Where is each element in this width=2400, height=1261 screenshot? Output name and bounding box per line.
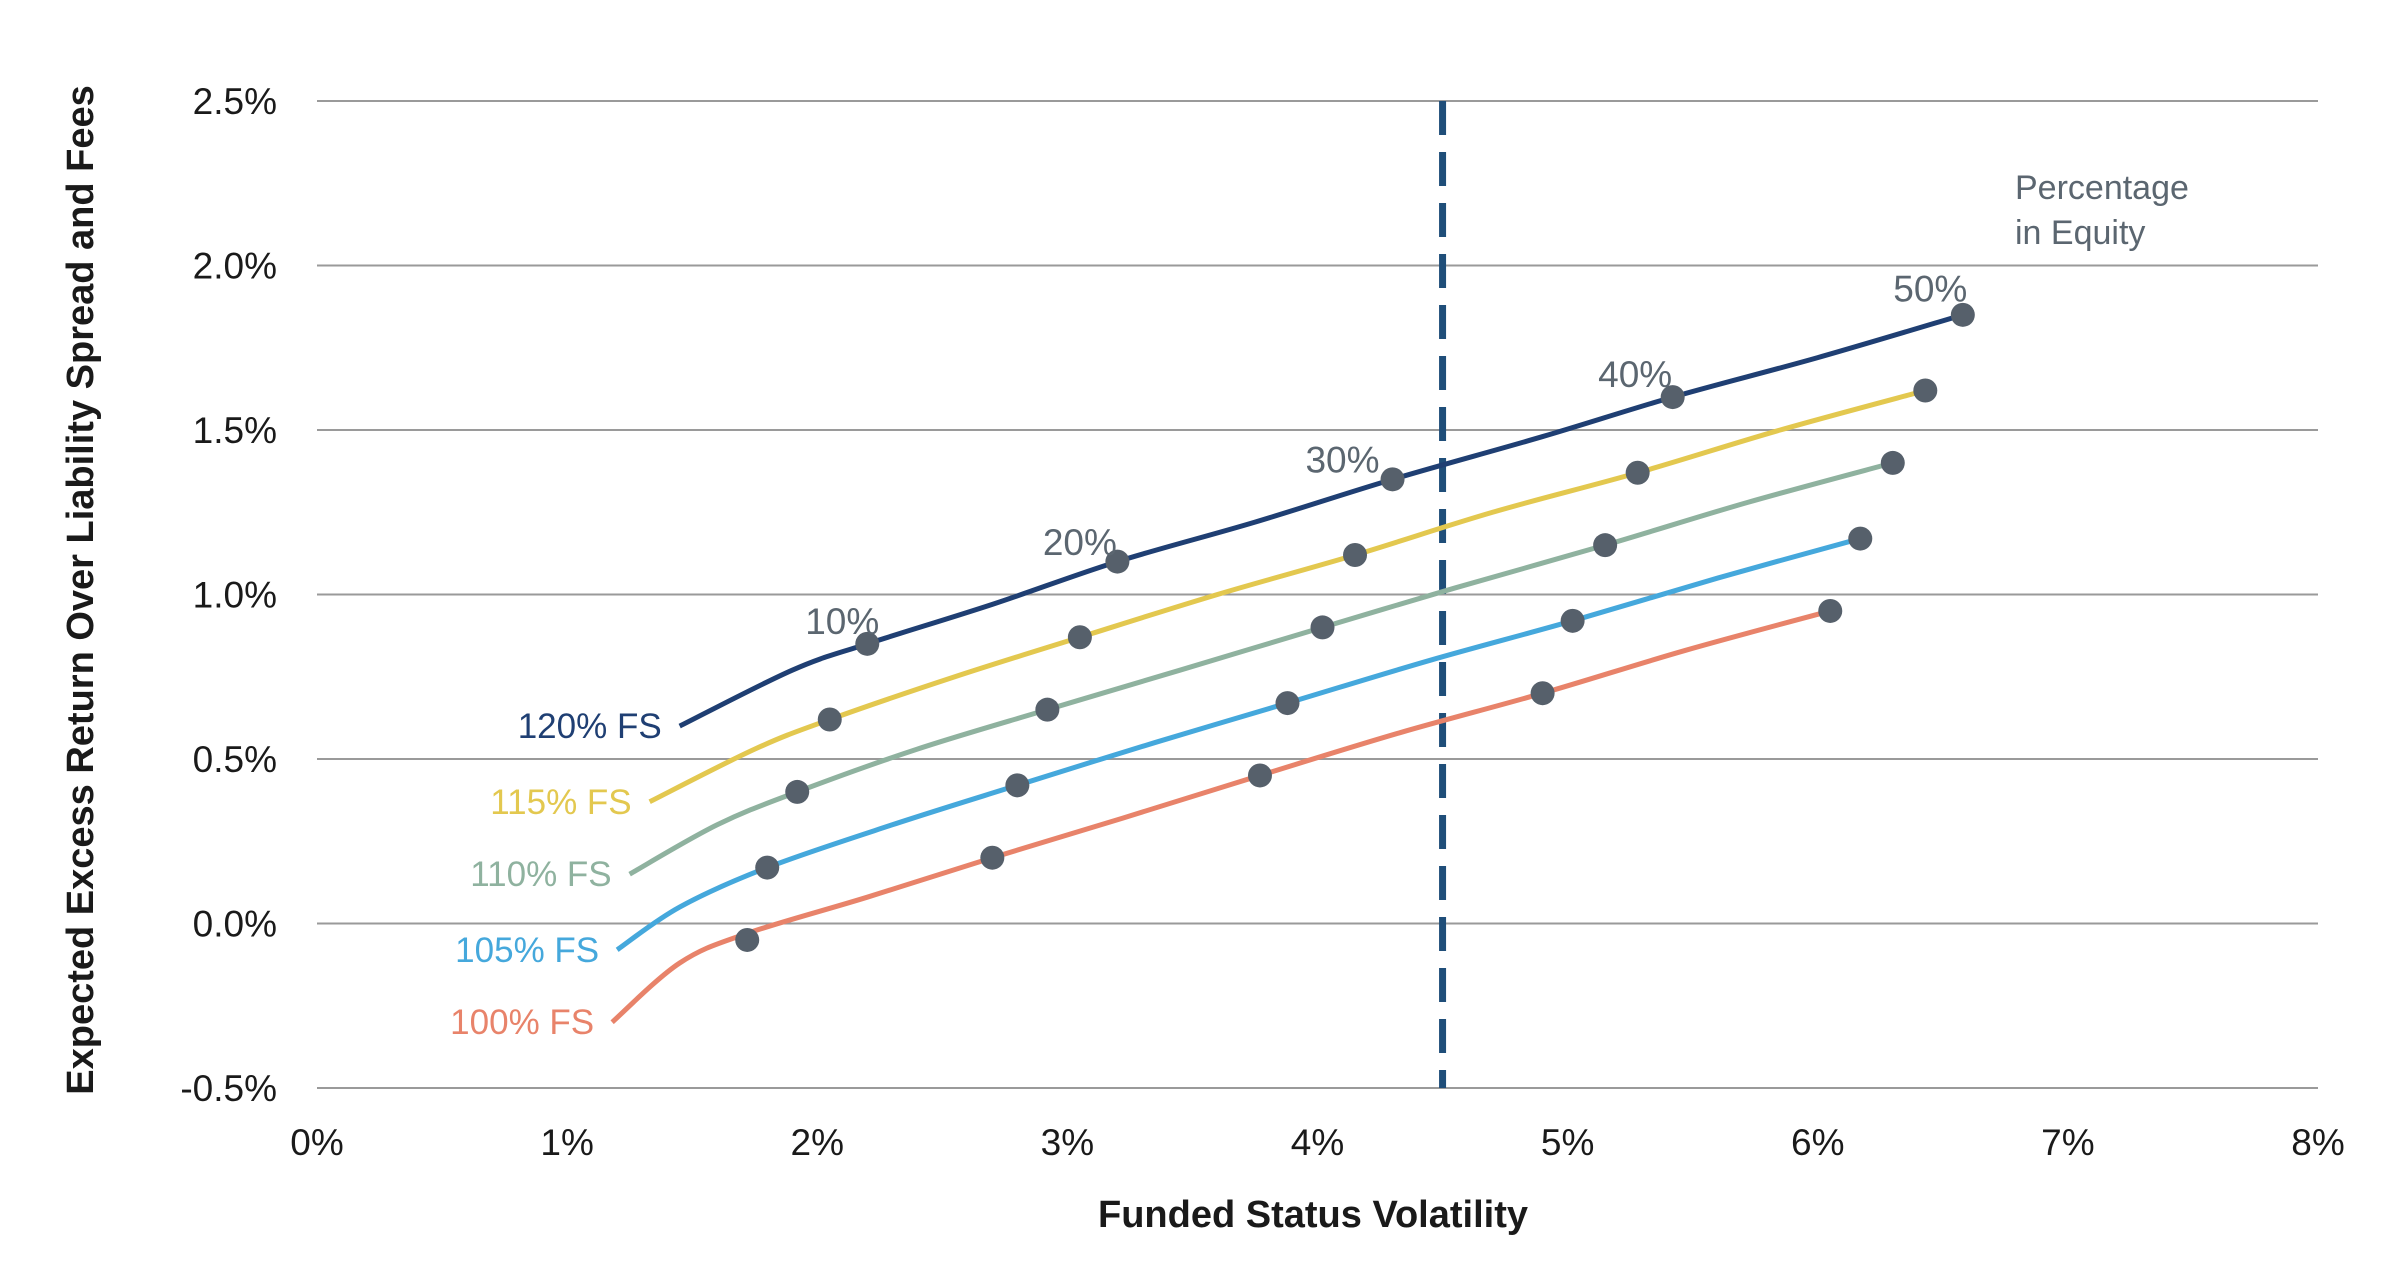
data-point-105-fs xyxy=(755,855,780,880)
x-tick-label: 1% xyxy=(540,1122,593,1163)
data-point-110-fs xyxy=(1035,697,1060,722)
equity-pct-label: 30% xyxy=(1305,440,1379,481)
y-tick-label: 0.0% xyxy=(193,904,277,945)
data-point-120-fs xyxy=(855,631,880,656)
y-tick-label: 1.0% xyxy=(193,575,277,616)
data-points-group xyxy=(735,302,1975,952)
data-point-120-fs xyxy=(1380,467,1405,492)
data-point-115-fs xyxy=(1913,378,1938,403)
equity-note: Percentage in Equity xyxy=(2015,169,2198,252)
y-tick-label: 2.5% xyxy=(193,81,277,122)
data-point-100-fs xyxy=(735,927,760,952)
data-point-110-fs xyxy=(1593,533,1618,558)
data-point-115-fs xyxy=(1625,460,1650,485)
y-axis-title: Expected Excess Return Over Liability Sp… xyxy=(60,85,102,1095)
equity-pct-label: 20% xyxy=(1043,522,1117,563)
series-line-100-fs xyxy=(610,608,1831,1025)
equity-note-line-1: Percentage xyxy=(2015,169,2189,207)
y-tick-label: -0.5% xyxy=(180,1068,277,1109)
equity-pct-label: 10% xyxy=(805,601,879,642)
series-line-105-fs xyxy=(615,536,1861,952)
data-point-100-fs xyxy=(980,845,1005,870)
x-tick-label: 0% xyxy=(290,1122,343,1163)
data-point-105-fs xyxy=(1560,608,1585,633)
equity-pct-label: 40% xyxy=(1598,354,1672,395)
data-point-100-fs xyxy=(1530,681,1555,706)
data-point-115-fs xyxy=(1067,625,1092,650)
series-label-120-fs: 120% FS xyxy=(518,707,662,746)
series-label-115-fs: 115% FS xyxy=(490,783,631,822)
x-axis-title: Funded Status Volatility xyxy=(1098,1194,1528,1236)
x-tick-label: 3% xyxy=(1041,1122,1094,1163)
y-tick-label: 0.5% xyxy=(193,739,277,780)
x-tick-label: 5% xyxy=(1541,1122,1594,1163)
x-tick-label: 7% xyxy=(2041,1122,2094,1163)
equity-pct-label: 50% xyxy=(1893,269,1967,310)
data-point-120-fs xyxy=(1105,549,1130,574)
data-point-110-fs xyxy=(1880,450,1905,475)
data-point-120-fs xyxy=(1660,385,1685,410)
series-group xyxy=(610,312,1964,1025)
x-tick-label: 2% xyxy=(791,1122,844,1163)
data-point-110-fs xyxy=(1310,615,1335,640)
data-point-115-fs xyxy=(1343,543,1368,568)
annotation-labels: 120% FS 115% FS 110% FS 105% FS 100% FS 10% 20… xyxy=(450,269,1967,1043)
x-tick-label: 4% xyxy=(1291,1122,1344,1163)
y-tick-label: 2.0% xyxy=(193,246,277,287)
equity-note-line-2: in Equity xyxy=(2015,214,2145,252)
tick-labels: -0.5% 0.0% 0.5% 1.0% 1.5% 2.0% 2.5% 0% 1% 2% 3% 4% 5… xyxy=(180,81,2344,1163)
data-point-110-fs xyxy=(785,779,810,804)
series-label-105-fs: 105% FS xyxy=(455,931,599,970)
y-tick-label: 1.5% xyxy=(193,410,277,451)
data-point-105-fs xyxy=(1848,526,1873,551)
data-point-120-fs xyxy=(1950,302,1975,327)
data-point-105-fs xyxy=(1005,773,1030,798)
series-label-110-fs: 110% FS xyxy=(470,855,611,894)
data-point-115-fs xyxy=(817,707,842,732)
series-line-120-fs xyxy=(678,312,1964,729)
series-label-100-fs: 100% FS xyxy=(450,1003,594,1042)
series-line-115-fs xyxy=(648,388,1926,805)
x-tick-label: 6% xyxy=(1791,1122,1844,1163)
series-line-110-fs xyxy=(628,460,1894,877)
data-point-105-fs xyxy=(1275,691,1300,716)
data-point-100-fs xyxy=(1818,598,1843,623)
x-tick-label: 8% xyxy=(2291,1122,2344,1163)
data-point-100-fs xyxy=(1247,763,1272,788)
